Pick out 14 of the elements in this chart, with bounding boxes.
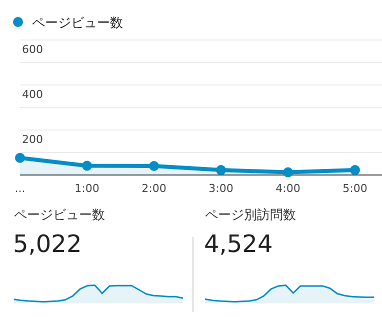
chart-subtitle: 5,022	[13, 230, 82, 258]
x-tick-label: 3:00	[208, 182, 234, 195]
x-tick-label: 5:00	[342, 182, 368, 195]
y-tick-label: 200	[22, 133, 43, 146]
x-tick-label: ...	[14, 182, 26, 195]
chart-subtitle: 4,524	[204, 230, 273, 258]
y-tick-label: 400	[22, 88, 43, 101]
x-tick-label: 2:00	[142, 182, 166, 195]
y-tick-label: 600	[22, 43, 43, 56]
legend-label: ページビュー数	[32, 16, 123, 31]
chart-title: ページビュー数	[14, 208, 105, 223]
chart-title: ページ別訪問数	[205, 208, 296, 223]
x-tick-label: 4:00	[276, 182, 300, 195]
x-tick-label: 1:00	[74, 182, 100, 195]
